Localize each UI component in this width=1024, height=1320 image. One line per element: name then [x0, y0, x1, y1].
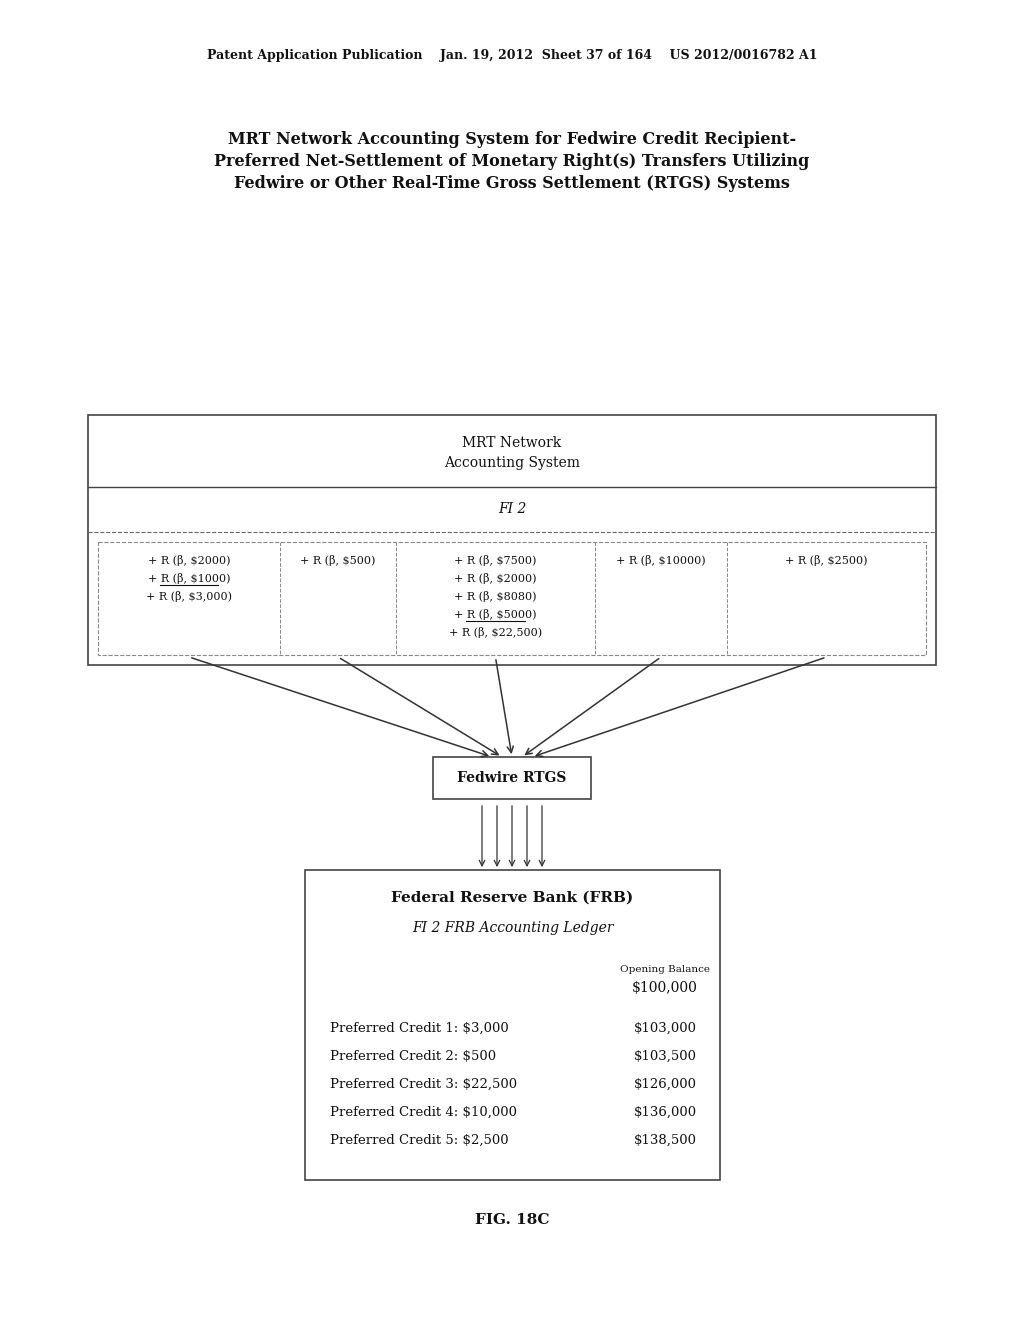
Text: + R (β, $2000): + R (β, $2000) — [147, 554, 230, 565]
Text: $136,000: $136,000 — [634, 1106, 696, 1118]
Text: + R (β, $7500): + R (β, $7500) — [455, 554, 537, 565]
Text: MRT Network: MRT Network — [463, 436, 561, 450]
Text: Accounting System: Accounting System — [444, 455, 580, 470]
Bar — [305, 870, 720, 1180]
Bar — [98, 543, 926, 655]
Text: FI 2 FRB Accounting Ledger: FI 2 FRB Accounting Ledger — [412, 921, 613, 935]
Text: Preferred Net-Settlement of Monetary Right(s) Transfers Utilizing: Preferred Net-Settlement of Monetary Rig… — [214, 153, 810, 170]
Bar — [433, 756, 591, 799]
Text: + R (β, $3,000): + R (β, $3,000) — [146, 590, 232, 602]
Bar — [88, 414, 936, 665]
Text: Patent Application Publication    Jan. 19, 2012  Sheet 37 of 164    US 2012/0016: Patent Application Publication Jan. 19, … — [207, 49, 817, 62]
Text: + R (β, $500): + R (β, $500) — [300, 554, 376, 565]
Text: $100,000: $100,000 — [632, 981, 698, 995]
Text: FIG. 18C: FIG. 18C — [475, 1213, 549, 1228]
Text: $103,000: $103,000 — [634, 1022, 696, 1035]
Text: + R (β, $2500): + R (β, $2500) — [785, 554, 868, 565]
Text: + R (β, $10000): + R (β, $10000) — [616, 554, 706, 565]
Text: $126,000: $126,000 — [634, 1077, 696, 1090]
Text: Preferred Credit 4: $10,000: Preferred Credit 4: $10,000 — [330, 1106, 517, 1118]
Text: $103,500: $103,500 — [634, 1049, 696, 1063]
Text: MRT Network Accounting System for Fedwire Credit Recipient-: MRT Network Accounting System for Fedwir… — [228, 132, 796, 149]
Text: + R (β, $1000): + R (β, $1000) — [147, 573, 230, 583]
Text: + R (β, $2000): + R (β, $2000) — [455, 573, 537, 583]
Text: Preferred Credit 5: $2,500: Preferred Credit 5: $2,500 — [330, 1134, 509, 1147]
Text: + R (β, $8080): + R (β, $8080) — [455, 590, 537, 602]
Text: Fedwire RTGS: Fedwire RTGS — [458, 771, 566, 785]
Text: FI 2: FI 2 — [498, 502, 526, 516]
Text: + R (β, $22,500): + R (β, $22,500) — [449, 627, 542, 638]
Text: Fedwire or Other Real-Time Gross Settlement (RTGS) Systems: Fedwire or Other Real-Time Gross Settlem… — [234, 176, 790, 193]
Text: Federal Reserve Bank (FRB): Federal Reserve Bank (FRB) — [391, 891, 634, 906]
Text: + R (β, $5000): + R (β, $5000) — [455, 609, 537, 619]
Text: Preferred Credit 3: $22,500: Preferred Credit 3: $22,500 — [330, 1077, 517, 1090]
Text: Preferred Credit 1: $3,000: Preferred Credit 1: $3,000 — [330, 1022, 509, 1035]
Text: Opening Balance: Opening Balance — [620, 965, 710, 974]
Text: $138,500: $138,500 — [634, 1134, 696, 1147]
Text: Preferred Credit 2: $500: Preferred Credit 2: $500 — [330, 1049, 496, 1063]
